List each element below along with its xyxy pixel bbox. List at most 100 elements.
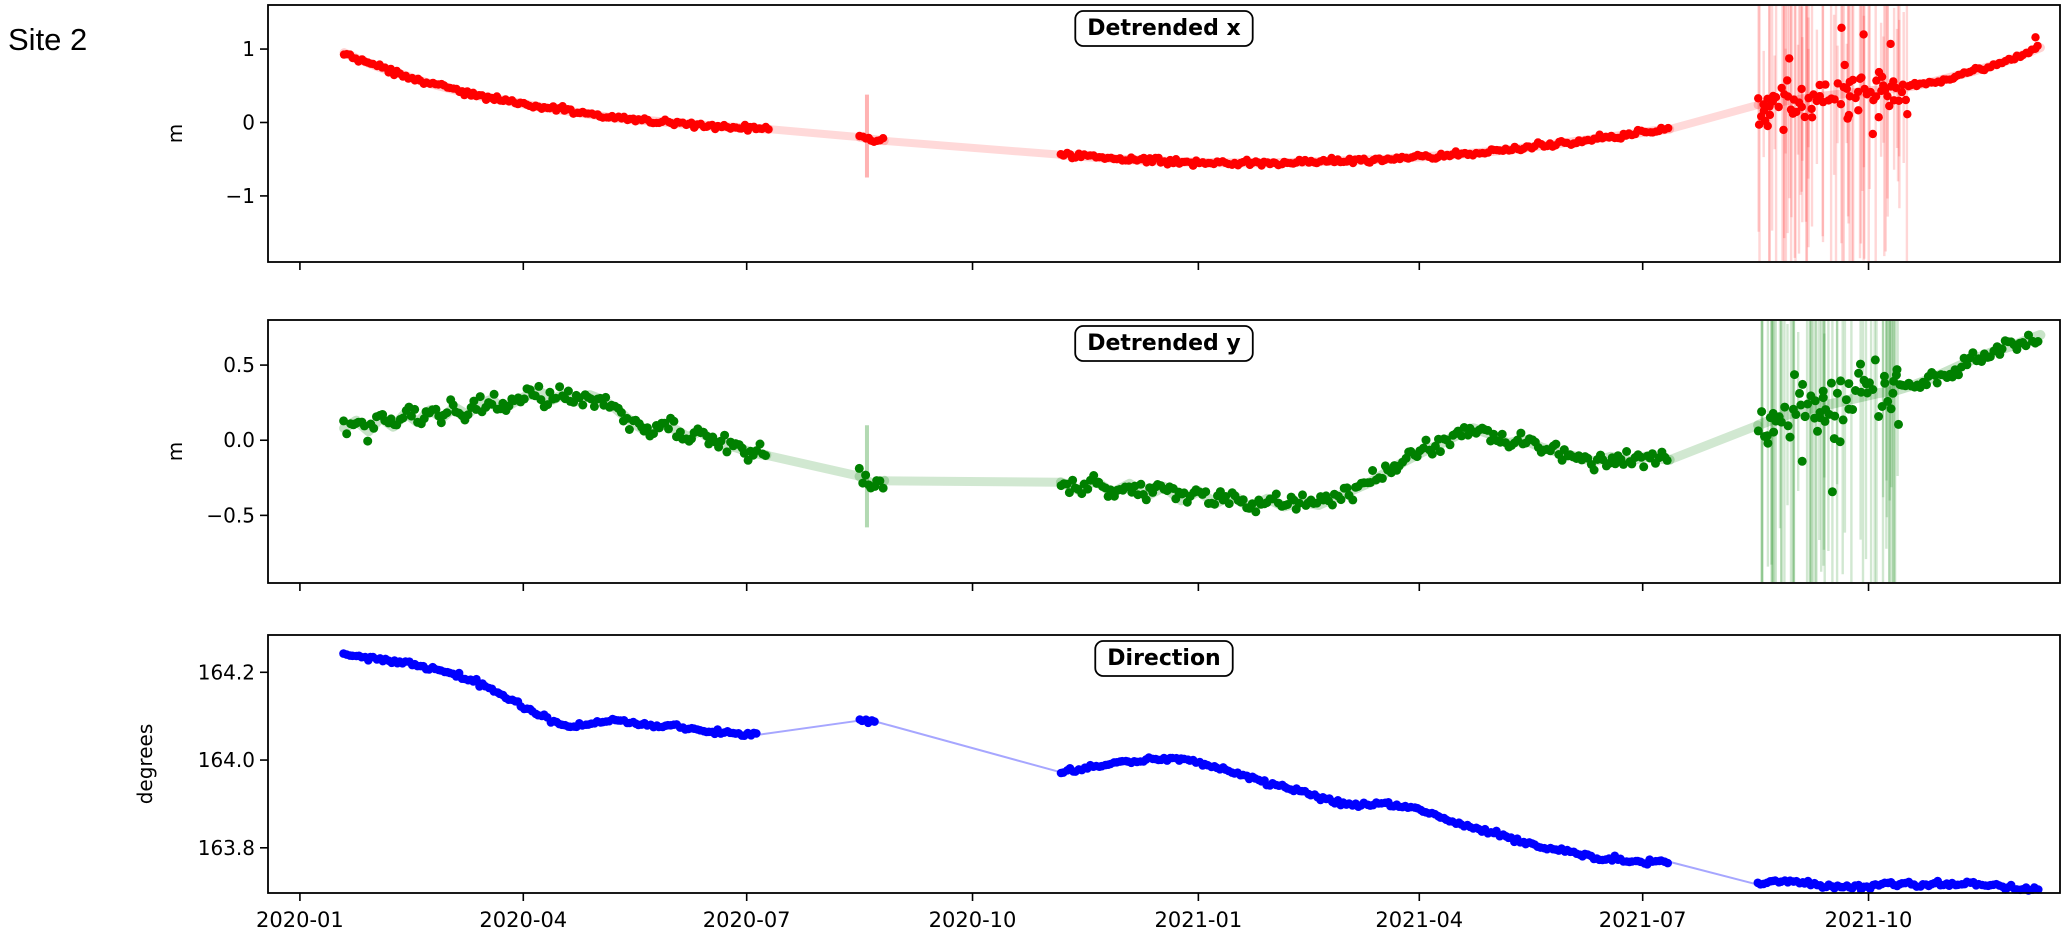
data-point <box>2033 337 2043 346</box>
data-point <box>1894 96 1904 106</box>
data-point <box>419 414 429 424</box>
outlier-point <box>1810 396 1820 406</box>
data-points <box>339 330 2043 517</box>
data-point <box>369 423 379 433</box>
outlier-point <box>1874 113 1883 122</box>
data-point <box>398 413 408 423</box>
outlier-point <box>1785 54 1794 63</box>
data-point <box>1210 499 1220 509</box>
outlier-point <box>1763 438 1773 448</box>
data-point <box>764 125 773 134</box>
data-point <box>1251 507 1261 517</box>
data-point <box>563 386 573 396</box>
data-point <box>339 416 349 426</box>
data-point <box>1664 123 1673 133</box>
data-point <box>1836 376 1846 386</box>
data-point <box>1435 447 1445 457</box>
x-tick-label: 2021-07 <box>1599 908 1687 928</box>
data-point <box>448 400 458 410</box>
data-point <box>1797 102 1807 112</box>
data-point <box>1853 87 1863 97</box>
data-point <box>649 429 658 439</box>
panel-title-box <box>1074 325 1254 362</box>
data-point <box>1821 80 1830 89</box>
data-point <box>1141 495 1151 505</box>
data-point <box>861 470 871 480</box>
data-point <box>1238 495 1248 505</box>
panel-direction: 164.2 164.0 163.8 2020-01 2020-04 2020-07 2020… <box>133 634 2061 928</box>
x-tick-label: 2021-01 <box>1154 908 1242 928</box>
data-point <box>578 400 588 410</box>
data-point <box>342 429 352 439</box>
data-point <box>1783 421 1793 431</box>
data-point <box>1830 411 1840 421</box>
outlier-point <box>1854 106 1863 115</box>
data-point <box>1589 465 1599 475</box>
data-point <box>1879 371 1889 381</box>
data-point <box>1803 399 1813 409</box>
data-point <box>1870 355 1880 365</box>
gap-connector <box>880 136 1065 159</box>
data-point <box>1068 475 1078 485</box>
data-point <box>1780 402 1790 412</box>
site-label: Site 2 <box>8 22 88 57</box>
outlier-point <box>1879 81 1888 90</box>
x-tick-label: 2021-10 <box>1825 908 1913 928</box>
data-point <box>475 392 485 402</box>
data-point <box>1342 483 1352 493</box>
panel-title: Detrended y <box>1087 331 1241 356</box>
data-point <box>1832 388 1842 398</box>
outlier-point <box>1891 370 1901 380</box>
data-point <box>406 411 416 421</box>
outlier-point <box>1894 419 1903 429</box>
data-points <box>339 23 2042 170</box>
data-point <box>1791 410 1801 419</box>
data-point <box>1997 344 2007 354</box>
outlier-point <box>1769 427 1779 437</box>
data-point <box>469 396 479 406</box>
data-point <box>1826 378 1836 388</box>
y-tick-label: 0.0 <box>223 428 255 452</box>
data-point <box>1968 348 1978 358</box>
y-axis-label: m <box>163 442 187 461</box>
data-point <box>436 418 446 428</box>
data-point <box>534 381 544 391</box>
outlier-point <box>1769 91 1778 101</box>
data-point <box>1283 500 1292 509</box>
data-point <box>1421 435 1431 445</box>
outlier-point <box>2031 33 2040 42</box>
data-point <box>1838 415 1848 425</box>
data-point <box>1868 385 1878 394</box>
data-point <box>586 394 596 404</box>
outlier-point <box>1837 23 1846 32</box>
gap-connector <box>764 125 864 142</box>
data-point <box>410 404 420 414</box>
error-band <box>1059 757 1672 864</box>
data-point <box>1753 426 1763 436</box>
data-point <box>1886 404 1896 414</box>
data-point <box>589 402 599 411</box>
outlier-point <box>1872 76 1881 85</box>
data-point <box>878 134 888 143</box>
outlier-point <box>1760 116 1770 126</box>
data-point <box>1271 489 1281 499</box>
y-tick-label: 164.2 <box>198 660 255 684</box>
data-point <box>363 436 373 446</box>
data-point <box>1818 393 1828 403</box>
data-point <box>463 410 473 420</box>
data-point <box>720 430 730 440</box>
data-point <box>1247 499 1257 509</box>
error-band <box>339 48 774 134</box>
y-tick-label: −1 <box>226 184 255 208</box>
data-point <box>431 404 441 414</box>
outlier-point <box>1889 77 1898 86</box>
data-point <box>1757 407 1767 417</box>
data-point <box>878 483 888 493</box>
gap-connector <box>761 450 865 481</box>
data-point <box>1427 449 1437 459</box>
data-point <box>1774 102 1783 112</box>
data-point <box>1647 449 1657 459</box>
data-point <box>1776 417 1786 427</box>
data-point <box>761 451 770 460</box>
error-bars <box>1757 6 1909 261</box>
